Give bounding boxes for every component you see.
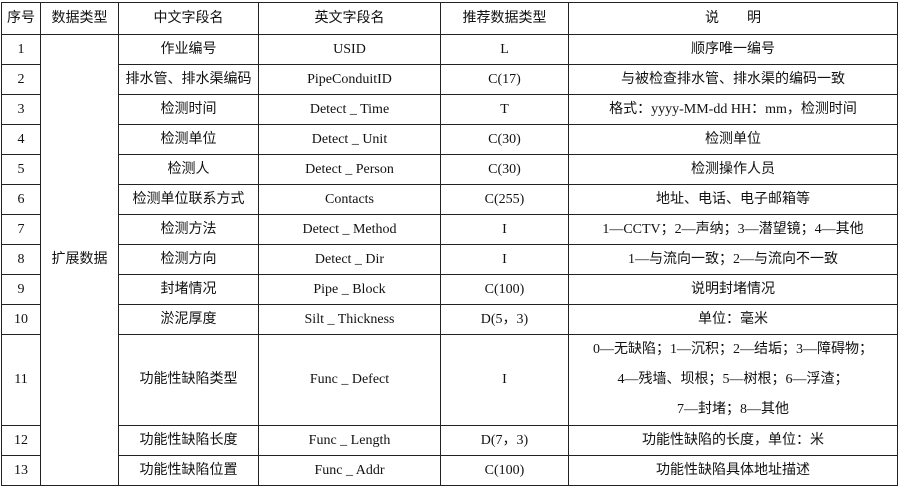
en-field-name: Contacts [258, 184, 441, 215]
header-description: 说 明 [568, 2, 898, 35]
recommended-type: L [440, 34, 569, 65]
en-field-name: Func _ Addr [258, 455, 441, 486]
cn-field-name: 检测人 [118, 154, 259, 185]
row-number: 10 [1, 304, 41, 335]
header-no: 序号 [1, 2, 41, 35]
en-field-name: Detect _ Dir [258, 244, 441, 275]
description: 1—与流向一致；2—与流向不一致 [568, 244, 898, 275]
table-row: 2 排水管、排水渠编码 PipeConduitID C(17) 与被检查排水管、排水渠的… [1, 64, 898, 95]
description-line: 7—封堵；8—其他 [677, 402, 789, 417]
row-number: 13 [1, 455, 41, 486]
description: 说明封堵情况 [568, 274, 898, 305]
description: 单位：毫米 [568, 304, 898, 335]
en-field-name: Func _ Length [258, 425, 441, 456]
recommended-type: D(5，3) [440, 304, 569, 335]
description: 地址、电话、电子邮箱等 [568, 184, 898, 215]
header-data-category: 数据类型 [40, 2, 119, 35]
cn-field-name: 检测方法 [118, 214, 259, 245]
table-row: 6 检测单位联系方式 Contacts C(255) 地址、电话、电子邮箱等 [1, 184, 898, 215]
table-row: 4 检测单位 Detect _ Unit C(30) 检测单位 [1, 124, 898, 155]
description: 格式：yyyy-MM-dd HH：mm，检测时间 [568, 94, 898, 125]
table-row: 13 功能性缺陷位置 Func _ Addr C(100) 功能性缺陷具体地址描述 [1, 455, 898, 486]
cn-field-name: 淤泥厚度 [118, 304, 259, 335]
header-en-field: 英文字段名 [258, 2, 441, 35]
table-row: 12 功能性缺陷长度 Func _ Length D(7，3) 功能性缺陷的长度，单位：… [1, 425, 898, 456]
description: 功能性缺陷的长度，单位：米 [568, 425, 898, 456]
row-number: 7 [1, 214, 41, 245]
en-field-name: Pipe _ Block [258, 274, 441, 305]
table-row: 9 封堵情况 Pipe _ Block C(100) 说明封堵情况 [1, 274, 898, 305]
description: 功能性缺陷具体地址描述 [568, 455, 898, 486]
en-field-name: Detect _ Person [258, 154, 441, 185]
cn-field-name: 功能性缺陷长度 [118, 425, 259, 456]
en-field-name: Silt _ Thickness [258, 304, 441, 335]
recommended-type: I [440, 244, 569, 275]
cn-field-name: 检测单位 [118, 124, 259, 155]
table-row: 8 检测方向 Detect _ Dir I 1—与流向一致；2—与流向不一致 [1, 244, 898, 275]
en-field-name: Func _ Defect [258, 334, 441, 426]
recommended-type: I [440, 334, 569, 426]
row-number: 9 [1, 274, 41, 305]
table-row: 3 检测时间 Detect _ Time T 格式：yyyy-MM-dd HH：mm，检… [1, 94, 898, 125]
description: 检测单位 [568, 124, 898, 155]
cn-field-name: 作业编号 [118, 34, 259, 65]
description: 与被检查排水管、排水渠的编码一致 [568, 64, 898, 95]
row-number: 5 [1, 154, 41, 185]
row-number: 12 [1, 425, 41, 456]
row-number: 3 [1, 94, 41, 125]
description: 检测操作人员 [568, 154, 898, 185]
description: 0—无缺陷；1—沉积；2—结垢；3—障碍物； 4—残墙、坝根；5—树根；6—浮渣；… [568, 334, 898, 426]
recommended-type: C(30) [440, 154, 569, 185]
recommended-type: T [440, 94, 569, 125]
cn-field-name: 功能性缺陷位置 [118, 455, 259, 486]
recommended-type: C(255) [440, 184, 569, 215]
cn-field-name: 功能性缺陷类型 [118, 334, 259, 426]
recommended-type: C(100) [440, 455, 569, 486]
en-field-name: USID [258, 34, 441, 65]
cn-field-name: 封堵情况 [118, 274, 259, 305]
table-row: 10 淤泥厚度 Silt _ Thickness D(5，3) 单位：毫米 [1, 304, 898, 335]
recommended-type: I [440, 214, 569, 245]
description: 1—CCTV；2—声纳；3—潜望镜；4—其他 [568, 214, 898, 245]
en-field-name: Detect _ Method [258, 214, 441, 245]
table-row: 1 扩展数据 作业编号 USID L 顺序唯一编号 [1, 34, 898, 486]
en-field-name: Detect _ Time [258, 94, 441, 125]
cn-field-name: 排水管、排水渠编码 [118, 64, 259, 95]
recommended-type: D(7，3) [440, 425, 569, 456]
recommended-type: C(100) [440, 274, 569, 305]
row-number: 1 [1, 34, 41, 65]
description: 顺序唯一编号 [568, 34, 898, 65]
table-header-row: 序号 数据类型 中文字段名 英文字段名 推荐数据类型 说 明 [1, 2, 898, 35]
cn-field-name: 检测方向 [118, 244, 259, 275]
row-number: 6 [1, 184, 41, 215]
cn-field-name: 检测时间 [118, 94, 259, 125]
row-number: 2 [1, 64, 41, 95]
header-recommended-type: 推荐数据类型 [440, 2, 569, 35]
row-number: 8 [1, 244, 41, 275]
row-number: 4 [1, 124, 41, 155]
en-field-name: Detect _ Unit [258, 124, 441, 155]
header-cn-field: 中文字段名 [118, 2, 259, 35]
field-definition-table: 序号 数据类型 中文字段名 英文字段名 推荐数据类型 说 明 1 扩展数据 作业编号… [1, 2, 898, 486]
en-field-name: PipeConduitID [258, 64, 441, 95]
row-number: 11 [1, 334, 41, 426]
description-line: 4—残墙、坝根；5—树根；6—浮渣； [617, 372, 849, 387]
table-row: 5 检测人 Detect _ Person C(30) 检测操作人员 [1, 154, 898, 185]
description-line: 0—无缺陷；1—沉积；2—结垢；3—障碍物； [593, 342, 873, 357]
recommended-type: C(30) [440, 124, 569, 155]
table-row: 7 检测方法 Detect _ Method I 1—CCTV；2—声纳；3—潜望镜；4… [1, 214, 898, 245]
recommended-type: C(17) [440, 64, 569, 95]
cn-field-name: 检测单位联系方式 [118, 184, 259, 215]
data-category-cell: 扩展数据 [40, 34, 119, 486]
table-row: 11 功能性缺陷类型 Func _ Defect I 0—无缺陷；1—沉积；2—结垢；3… [1, 334, 898, 426]
